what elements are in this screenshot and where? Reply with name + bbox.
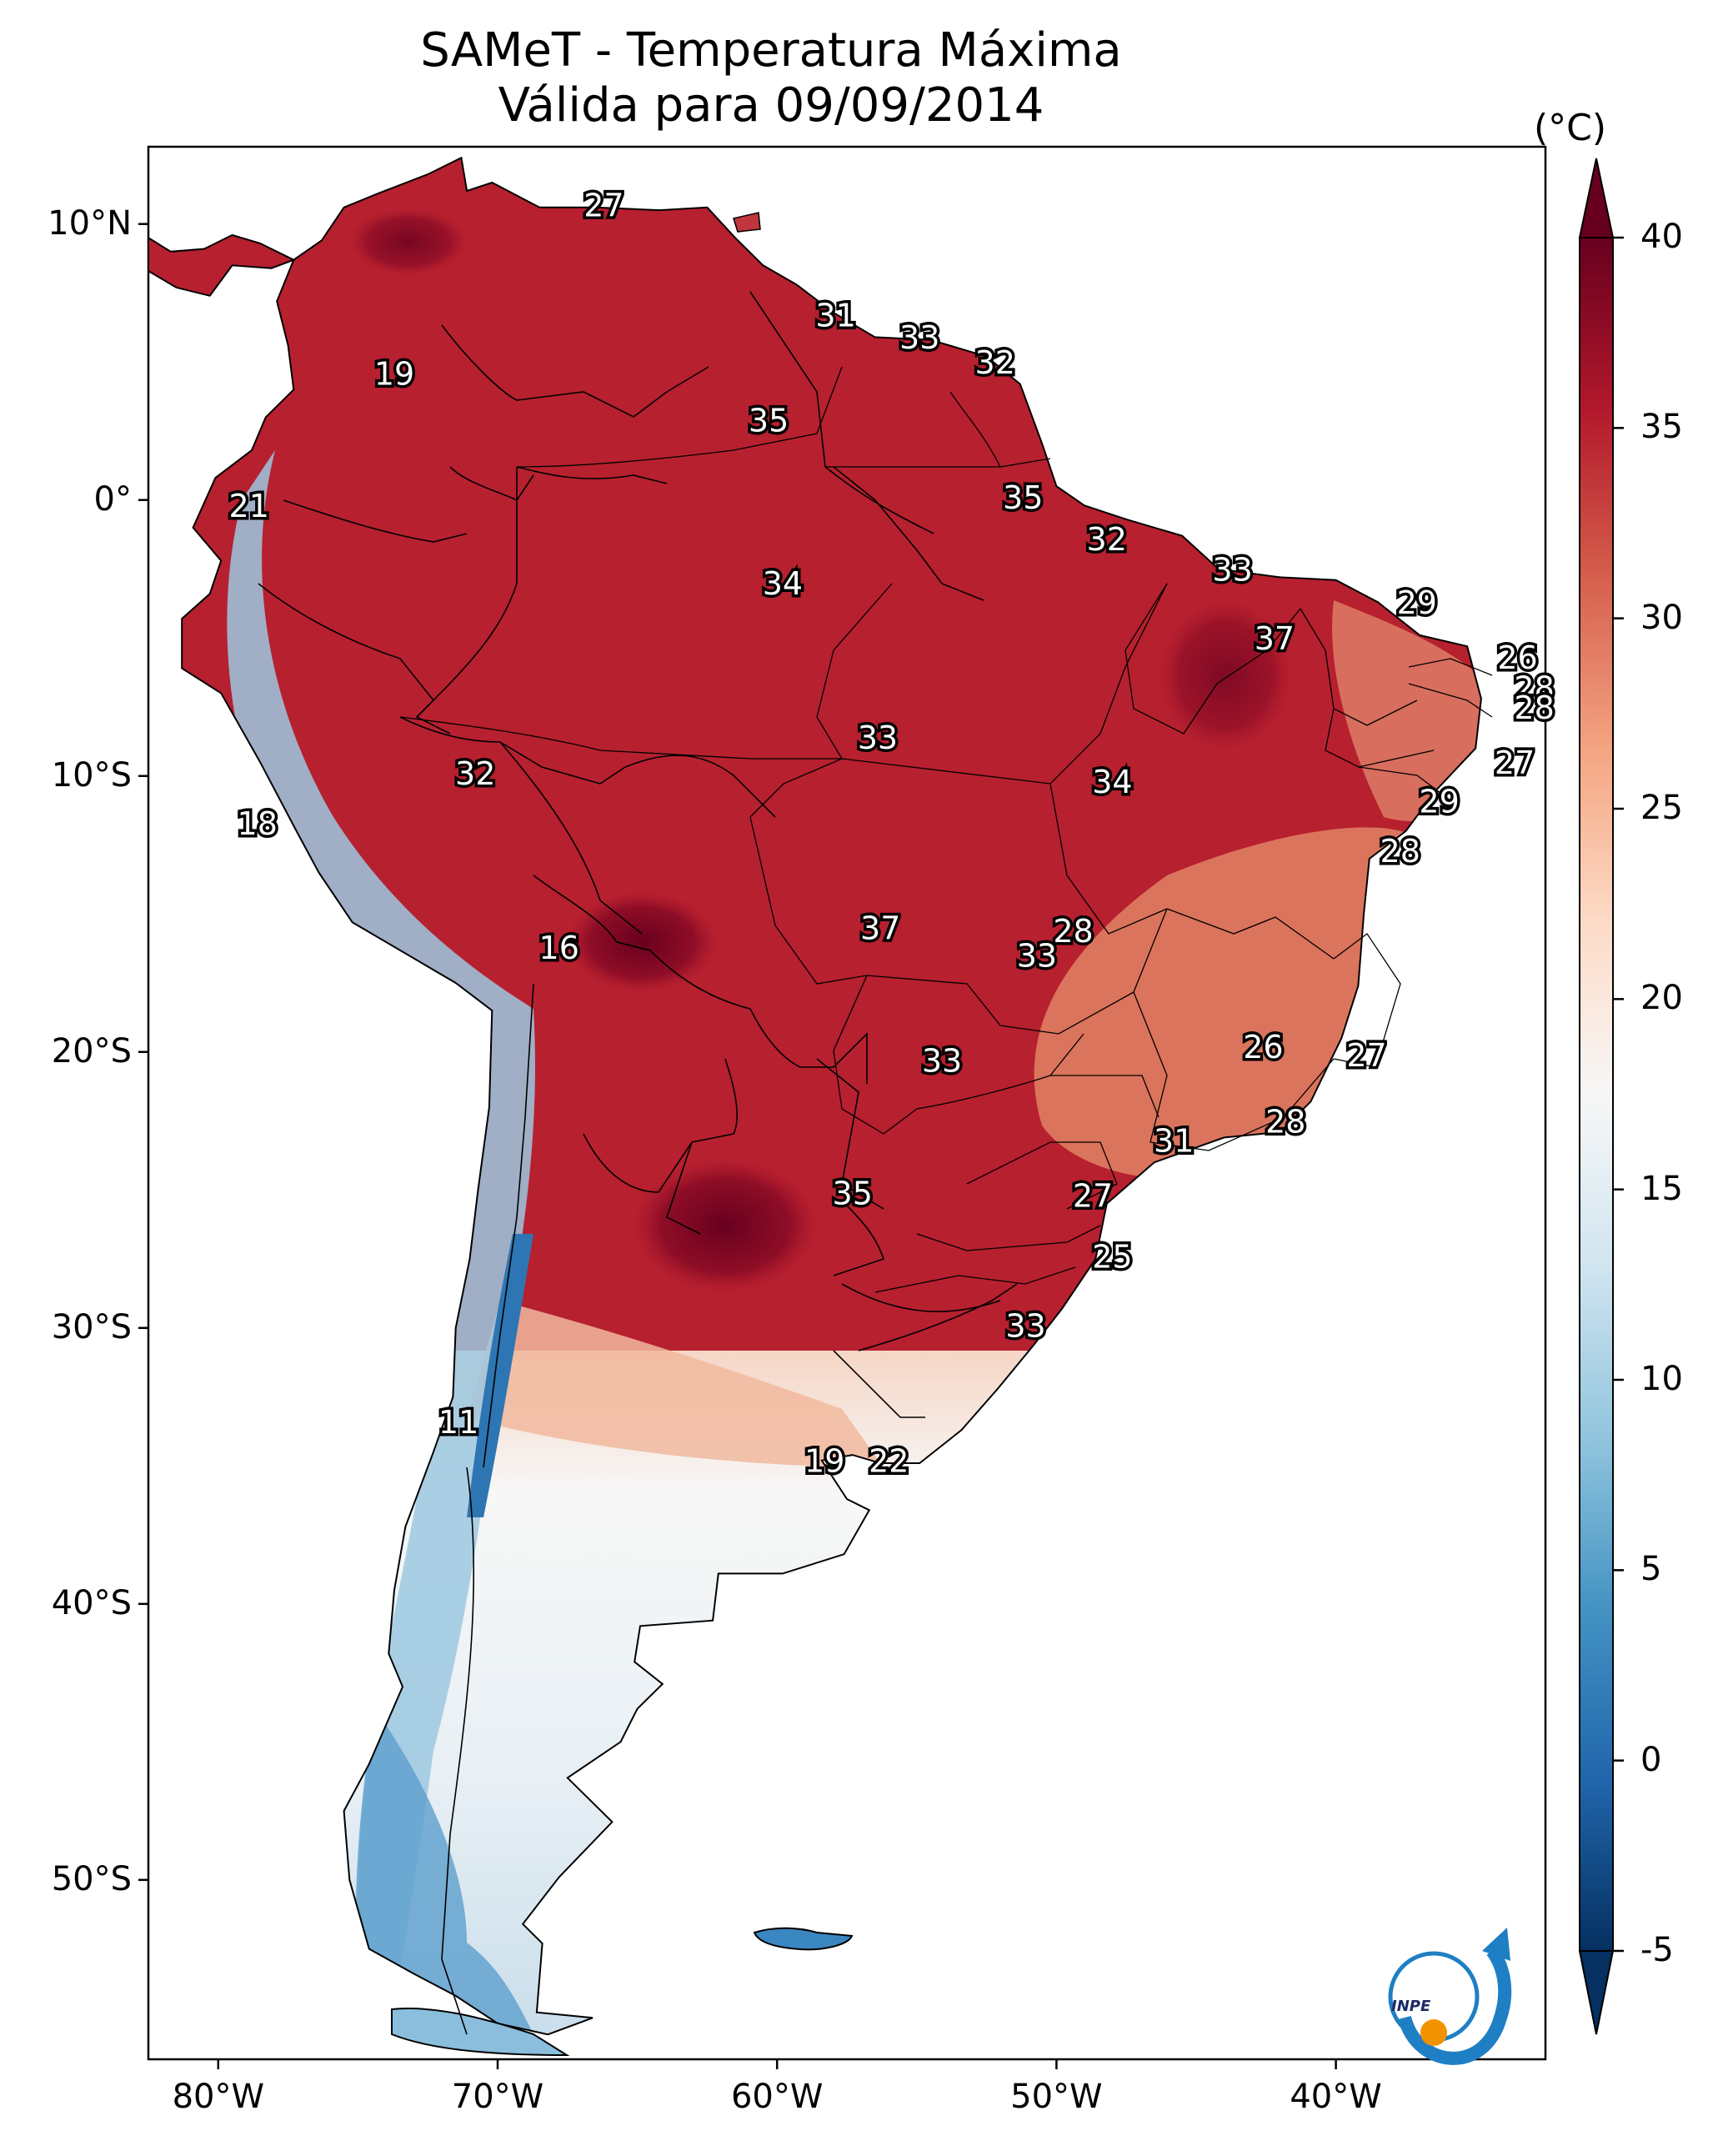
lat-tick-label: 30°S	[51, 1307, 132, 1346]
hot-spot-chaco	[634, 1159, 817, 1292]
temperature-value-label: 28	[1514, 670, 1554, 707]
colorbar	[1578, 158, 1624, 2035]
logo-orange-dot	[1420, 2019, 1447, 2046]
lat-tick-label: 20°S	[51, 1031, 132, 1070]
temperature-value-label: 29	[1419, 783, 1459, 820]
brazil-state-borders	[399, 366, 1493, 1293]
temperature-value-label: 33	[1005, 1307, 1045, 1344]
temperature-value-label: 29	[1397, 584, 1437, 621]
logo-text: INPE	[1391, 1998, 1431, 2015]
colorbar-tick-label: 5	[1640, 1550, 1662, 1589]
temperature-value-label: 22	[869, 1443, 909, 1480]
temperature-value-label: 37	[1255, 620, 1295, 657]
colorbar-tick-label: 25	[1640, 789, 1683, 827]
colorbar-tick-label: 30	[1640, 598, 1683, 637]
lon-tick-label: 70°W	[451, 2078, 544, 2116]
andes-snow-core	[467, 1234, 533, 1517]
temperature-value-label: 37	[860, 910, 900, 947]
temperature-value-label: 33	[1212, 551, 1252, 588]
lon-tick-label: 40°W	[1290, 2078, 1382, 2116]
colorbar-body	[1579, 237, 1614, 1952]
lat-tick-label: 0°	[93, 479, 132, 519]
temperature-value-label: 33	[1017, 938, 1057, 975]
temperature-value-label: 28	[1514, 689, 1554, 726]
temperature-value-label: 34	[763, 565, 803, 602]
temperature-value-label: 25	[1092, 1239, 1132, 1276]
lon-tick-label: 80°W	[172, 2078, 265, 2116]
temperature-value-label: 19	[804, 1443, 844, 1480]
colorbar-tick-label: 10	[1640, 1360, 1683, 1398]
temperature-value-label: 32	[455, 755, 495, 792]
temperature-value-label: 32	[975, 344, 1015, 381]
map-title: SAMeT - Temperatura Máxima Válida para 0…	[0, 23, 1542, 133]
logo-arrow-head	[1482, 1928, 1510, 1961]
colorbar-tick-label: 20	[1640, 979, 1683, 1018]
colorbar-tick-label: 35	[1640, 408, 1683, 447]
patagonia-cold	[355, 1709, 533, 2034]
temperature-value-label: 27	[584, 187, 624, 223]
temperature-value-label: 35	[1003, 479, 1043, 516]
temperature-value-label: 16	[539, 930, 579, 966]
temperature-value-label: 28	[1053, 913, 1093, 950]
coastline	[148, 156, 1482, 2036]
temperature-value-label: 28	[1380, 833, 1420, 870]
temperature-value-label: 21	[229, 488, 269, 524]
temperature-value-label: 35	[833, 1175, 873, 1211]
trinidad	[733, 212, 761, 233]
lat-tick-label: 10°S	[51, 755, 132, 795]
hot-spot-bolivia	[567, 892, 717, 992]
temperature-value-label: 31	[1154, 1123, 1194, 1160]
colorbar-tick-label: -5	[1640, 1931, 1674, 1969]
temperature-value-label: 33	[899, 319, 939, 356]
colorbar-tick-label: 0	[1640, 1740, 1662, 1779]
temperature-value-label: 33	[922, 1043, 962, 1080]
colorbar-tick-marks	[1613, 236, 1624, 1953]
title-line-1: SAMeT - Temperatura Máxima	[420, 23, 1122, 78]
temperature-value-label: 27	[1073, 1178, 1113, 1215]
lat-tick-label: 50°S	[51, 1859, 132, 1898]
temperature-value-label: 27	[1346, 1037, 1386, 1074]
colorbar-tick-label: 40	[1640, 218, 1683, 256]
hot-spot-venezuela	[350, 208, 467, 275]
lon-tick-label: 50°W	[1010, 2078, 1103, 2116]
temperature-value-label: 34	[1092, 764, 1132, 800]
temperature-value-label: 35	[749, 403, 789, 439]
temperature-value-label: 33	[858, 720, 898, 756]
temperature-value-label: 18	[238, 805, 278, 842]
lon-tick-label: 60°W	[730, 2078, 824, 2116]
inpe-logo: INPE	[1388, 1928, 1512, 2065]
tierra-del-fuego	[391, 2008, 570, 2057]
falkland-islands	[753, 1927, 854, 1951]
logo-swoosh	[1398, 1947, 1512, 2065]
temperature-value-label: 32	[1087, 521, 1127, 558]
axis-tick-marks	[138, 223, 1337, 2069]
lat-tick-label: 10°N	[48, 203, 132, 243]
temperature-value-label: 11	[438, 1404, 478, 1441]
temperature-value-label: 27	[1495, 745, 1535, 781]
temperature-value-label: 26	[1243, 1029, 1283, 1065]
temperature-value-label: 26	[1497, 639, 1537, 676]
country-borders	[258, 291, 1018, 2035]
lat-tick-label: 40°S	[51, 1583, 132, 1622]
title-line-2: Válida para 09/09/2014	[498, 78, 1044, 133]
temperature-value-label: 19	[374, 355, 414, 392]
colorbar-extend-bottom	[1578, 1950, 1615, 2035]
temperature-value-label: 28	[1265, 1103, 1305, 1140]
hot-spot-piaui	[1159, 600, 1292, 750]
temperature-value-label: 31	[815, 298, 855, 334]
colorbar-unit: (°C)	[1534, 107, 1607, 149]
colorbar-tick-label: 15	[1640, 1169, 1683, 1208]
south-transition-band	[467, 1301, 884, 1467]
colorbar-extend-top	[1578, 158, 1615, 238]
